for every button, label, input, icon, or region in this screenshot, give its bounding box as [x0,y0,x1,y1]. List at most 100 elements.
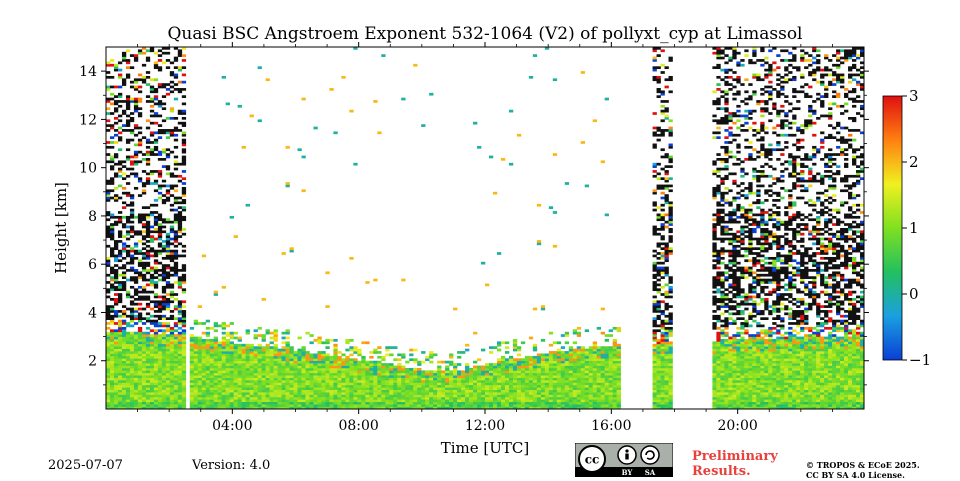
heatmap-cell [613,344,617,347]
heatmap-cell [146,95,150,98]
heatmap-cell [553,378,557,381]
heatmap-cell [657,392,661,395]
heatmap-cell [557,378,561,381]
heatmap-cell [457,375,461,378]
heatmap-cell [425,375,429,378]
heatmap-cell [130,363,134,366]
heatmap-cell [258,378,262,381]
heatmap-cell [138,380,142,383]
heatmap-cell [234,361,238,364]
heatmap-cell [174,351,178,354]
heatmap-cell [258,349,262,352]
heatmap-cell [118,370,122,373]
heatmap-cell [138,291,142,294]
heatmap-cell [170,353,174,356]
heatmap-cell [317,395,321,398]
heatmap-cell [720,392,724,395]
heatmap-cell [274,339,278,342]
heatmap-cell [174,238,178,241]
heatmap-cell [166,366,170,369]
heatmap-cell [297,337,301,340]
heatmap-cell [485,370,489,373]
heatmap-cell [154,252,158,255]
heatmap-cell [329,392,333,395]
heatmap-cell [150,230,154,233]
heatmap-cell [166,298,170,301]
heatmap-cell [349,361,353,364]
heatmap-cell [106,274,110,277]
heatmap-cell [126,356,130,359]
heatmap-cell [481,402,485,405]
heatmap-cell [294,397,298,400]
heatmap-cell [716,49,720,52]
heatmap-cell [669,392,673,395]
heatmap-cell [657,310,661,313]
heatmap-cell [585,370,589,373]
heatmap-cell [593,375,597,378]
heatmap-cell [290,399,294,402]
heatmap-cell [489,378,493,381]
heatmap-cell [297,390,301,393]
heatmap-cell [210,366,214,369]
heatmap-cell [166,148,170,151]
heatmap-cell [178,334,182,337]
heatmap-cell [170,269,174,272]
heatmap-cell [130,339,134,342]
heatmap-cell [661,209,665,212]
heatmap-cell [401,353,405,356]
heatmap-cell [712,136,716,139]
heatmap-cell [305,358,309,361]
heatmap-cell [166,339,170,342]
heatmap-cell [661,353,665,356]
heatmap-cell [130,250,134,253]
heatmap-cell [561,399,565,402]
heatmap-cell [313,385,317,388]
heatmap-cell [142,81,146,84]
heatmap-cell [270,375,274,378]
heatmap-cell [397,373,401,376]
heatmap-cell [353,392,357,395]
heatmap-cell [134,127,138,130]
heatmap-cell [716,399,720,402]
heatmap-cell [657,399,661,402]
heatmap-cell [397,397,401,400]
heatmap-cell [130,235,134,238]
heatmap-cell [166,349,170,352]
heatmap-cell [477,375,481,378]
heatmap-cell [537,366,541,369]
heatmap-cell [297,353,301,356]
heatmap-cell [377,351,381,354]
heatmap-cell [421,404,425,407]
heatmap-cell [716,136,720,139]
heatmap-cell [142,206,146,209]
heatmap-cell [118,61,122,64]
heatmap-cell [549,404,553,407]
heatmap-cell [712,267,716,270]
heatmap-cell [118,252,122,255]
heatmap-cell [242,385,246,388]
heatmap-cell [665,315,669,318]
heatmap-cell [138,160,142,163]
heatmap-cell [114,395,118,398]
heatmap-cell [142,392,146,395]
heatmap-cell [206,349,210,352]
heatmap-cell [521,375,525,378]
heatmap-cell [146,245,150,248]
heatmap-cell [246,395,250,398]
heatmap-cell [106,392,110,395]
heatmap-cell [286,358,290,361]
heatmap-cell [294,363,298,366]
heatmap-cell [294,399,298,402]
heatmap-cell [517,363,521,366]
heatmap-cell [242,402,246,405]
heatmap-cell [162,375,166,378]
heatmap-cell [393,382,397,385]
heatmap-cell [122,334,126,337]
heatmap-cell [174,257,178,260]
heatmap-cell [166,385,170,388]
heatmap-cell [206,395,210,398]
heatmap-cell [142,344,146,347]
heatmap-cell [226,368,230,371]
heatmap-cell [401,399,405,402]
heatmap-cell [126,119,130,122]
